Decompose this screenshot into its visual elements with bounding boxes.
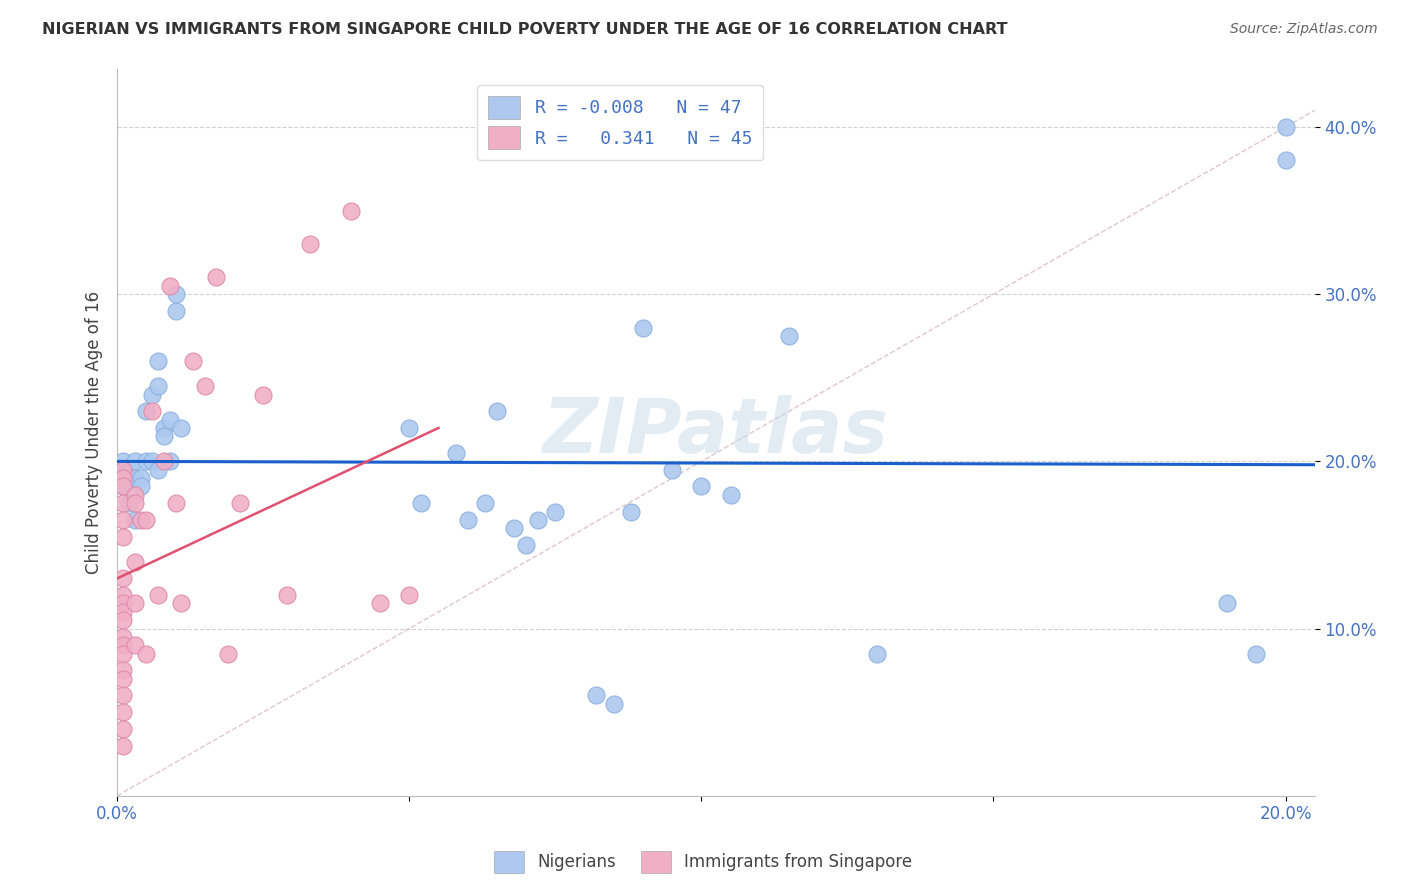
Point [112,647,135,661]
Point [229,496,252,510]
Point [778,329,800,343]
Point [170,421,193,435]
Point [165,496,187,510]
Point [444,446,467,460]
Point [205,270,228,285]
Point [1274,120,1296,134]
Point [112,672,135,686]
Point [124,555,146,569]
Point [252,387,274,401]
Point [112,496,135,510]
Point [620,504,643,518]
Point [129,471,152,485]
Point [398,588,420,602]
Point [515,538,537,552]
Point [398,421,420,435]
Point [118,496,141,510]
Point [146,379,169,393]
Point [112,689,135,703]
Legend: R = -0.008   N = 47, R =   0.341   N = 45: R = -0.008 N = 47, R = 0.341 N = 45 [477,85,763,160]
Point [112,588,135,602]
Point [118,463,141,477]
Point [720,488,742,502]
Point [170,597,193,611]
Point [194,379,217,393]
Y-axis label: Child Poverty Under the Age of 16: Child Poverty Under the Age of 16 [86,291,103,574]
Point [690,479,713,493]
Point [165,287,187,301]
Point [409,496,432,510]
Point [112,463,135,477]
Point [135,513,157,527]
Point [112,630,135,644]
Point [631,320,654,334]
Point [112,613,135,627]
Point [603,697,626,711]
Point [112,705,135,719]
Point [159,454,181,468]
Text: ZIPatlas: ZIPatlas [543,395,889,469]
Point [368,597,391,611]
Point [298,237,321,252]
Point [112,454,135,468]
Point [112,471,135,485]
Point [217,647,239,661]
Point [112,638,135,652]
Point [276,588,298,602]
Point [181,354,204,368]
Point [1246,647,1268,661]
Point [141,387,163,401]
Point [153,429,176,443]
Point [544,504,567,518]
Point [1216,597,1239,611]
Point [340,203,363,218]
Point [112,530,135,544]
Point [153,421,176,435]
Text: NIGERIAN VS IMMIGRANTS FROM SINGAPORE CHILD POVERTY UNDER THE AGE OF 16 CORRELAT: NIGERIAN VS IMMIGRANTS FROM SINGAPORE CH… [42,22,1008,37]
Point [526,513,548,527]
Point [112,739,135,753]
Point [124,454,146,468]
Point [146,354,169,368]
Point [135,404,157,418]
Point [135,647,157,661]
Point [112,664,135,678]
Point [112,597,135,611]
Point [485,404,508,418]
Point [112,479,135,493]
Point [124,488,146,502]
Point [112,479,135,493]
Point [661,463,683,477]
Point [124,513,146,527]
Point [865,647,887,661]
Text: Source: ZipAtlas.com: Source: ZipAtlas.com [1230,22,1378,37]
Point [146,588,169,602]
Point [112,571,135,585]
Point [141,454,163,468]
Legend: Nigerians, Immigrants from Singapore: Nigerians, Immigrants from Singapore [486,845,920,880]
Point [112,513,135,527]
Point [159,278,181,293]
Point [146,463,169,477]
Point [141,404,163,418]
Point [1274,153,1296,168]
Point [124,496,146,510]
Point [457,513,479,527]
Point [503,521,526,535]
Point [135,454,157,468]
Point [124,638,146,652]
Point [124,597,146,611]
Point [129,479,152,493]
Point [474,496,496,510]
Point [112,722,135,736]
Point [112,605,135,619]
Point [159,412,181,426]
Point [124,471,146,485]
Point [165,304,187,318]
Point [153,454,176,468]
Point [112,463,135,477]
Point [585,689,607,703]
Point [129,513,152,527]
